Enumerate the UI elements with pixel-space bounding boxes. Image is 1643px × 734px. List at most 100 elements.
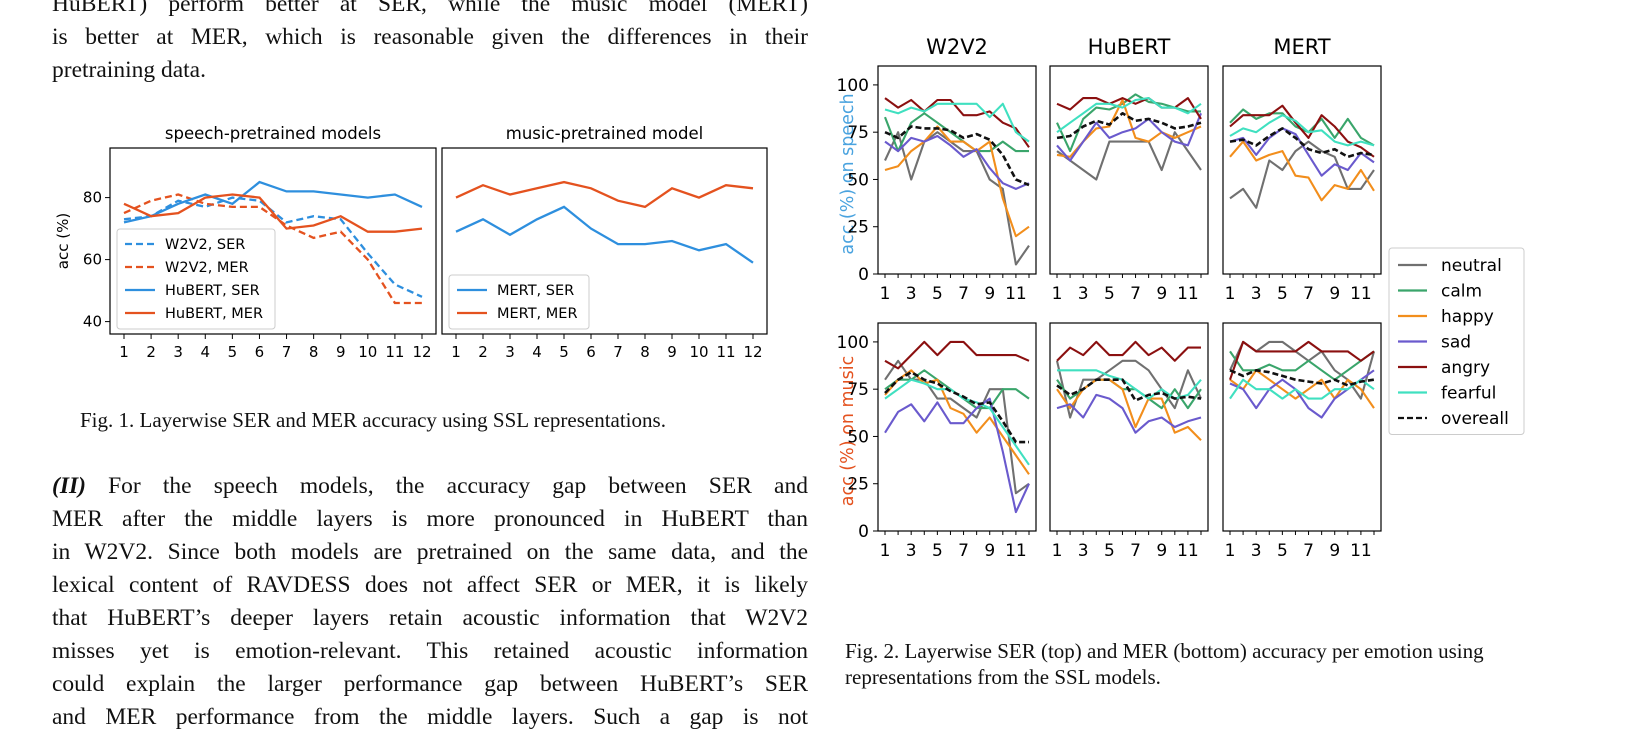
figure-1-x-tick-label: 5 — [228, 343, 238, 361]
figure-2-series-happy — [884, 369, 1030, 475]
figure-2-x-tick-label: 1 — [1225, 541, 1236, 561]
figure-2-y-tick-label: 25 — [847, 475, 869, 495]
body-line-6: misses yet is emotion-relevant. This ret… — [52, 638, 808, 664]
figure-2-series-overeall — [1056, 378, 1202, 402]
figure-2-x-tick-label: 7 — [958, 284, 969, 304]
body-line-1: (II) For the speech models, the accuracy… — [52, 470, 808, 503]
figure-1-x-tick-label: 8 — [640, 343, 650, 361]
body-line-7: could explain the larger performance gap… — [52, 671, 808, 697]
figure-2-x-tick-label: 1 — [1052, 541, 1063, 561]
figure-1-x-tick-label: 3 — [173, 343, 183, 361]
figure-2-series-angry — [1229, 104, 1375, 158]
figure-1-x-tick-label: 9 — [667, 343, 677, 361]
figure-2-series-happy — [884, 125, 1030, 238]
figure-2-x-tick-label: 1 — [880, 284, 891, 304]
figure-2-x-tick-label: 11 — [1005, 284, 1027, 304]
figure-2-x-tick-label: 9 — [1329, 541, 1340, 561]
figure-1-legend-label: W2V2, MER — [165, 260, 249, 276]
figure-2-column-title: W2V2 — [926, 35, 988, 59]
figure-2-x-tick-label: 7 — [958, 541, 969, 561]
intro-line-2: is better at MER, which is reasonable gi… — [52, 24, 808, 50]
figure-2-x-tick-label: 3 — [906, 284, 917, 304]
figure-2-series-angry — [1056, 340, 1201, 362]
figure-2-series-sad — [884, 397, 1030, 514]
figure-1-x-tick-label: 1 — [451, 343, 461, 361]
figure-1-panel-title: music-pretrained model — [506, 124, 703, 143]
body-line-5: that HuBERT’s deeper layers retain acous… — [52, 605, 808, 631]
figure-2-series-neutral — [1056, 131, 1202, 181]
figure-2-series-overeall — [1229, 127, 1375, 159]
figure-2-series-angry — [884, 97, 1030, 148]
body-line-2: MER after the middle layers is more pron… — [52, 506, 808, 532]
figure-1-legend-label: MERT, MER — [497, 306, 578, 322]
figure-1-series-hubert-mer — [123, 193, 423, 233]
figure-2-legend-label: happy — [1441, 307, 1494, 327]
body-lead: (II) — [52, 473, 86, 499]
figure-1-x-tick-label: 11 — [385, 343, 404, 361]
figure-1-x-tick-label: 5 — [559, 343, 569, 361]
figure-2-x-tick-label: 11 — [1177, 284, 1199, 304]
figure-2-x-tick-label: 11 — [1005, 541, 1027, 561]
figure-2-x-tick-label: 5 — [1277, 541, 1288, 561]
figure-2-series-fearful — [1056, 97, 1202, 134]
figure-2-series-happy — [1229, 140, 1375, 202]
figure-1-x-tick-label: 2 — [478, 343, 488, 361]
figure-2-legend-label: sad — [1441, 333, 1471, 353]
figure-1-series-hubert-ser — [123, 180, 423, 224]
figure-2-x-tick-label: 7 — [1130, 541, 1141, 561]
figure-2-x-tick-label: 9 — [1329, 284, 1340, 304]
figure-1-legend-label: W2V2, SER — [165, 237, 245, 253]
figure-2-legend-box — [1388, 247, 1525, 435]
figure-2-series-neutral — [1055, 359, 1202, 419]
figure-1-x-tick-label: 6 — [255, 343, 265, 361]
figure-2-x-tick-label: 9 — [1156, 541, 1167, 561]
figure-2-chart: W2V2 HuBERT MERT acc (%) on speech acc (%) o… — [837, 35, 1525, 561]
figure-2-series-sad — [1056, 112, 1202, 162]
figure-1-x-tick-label: 4 — [200, 343, 210, 361]
figure-1-x-tick-label: 10 — [689, 343, 708, 361]
figure-2-legend-label: angry — [1441, 358, 1490, 378]
figure-1-legend-box — [116, 228, 276, 330]
figure-1-legend-label: HuBERT, SER — [165, 283, 260, 299]
figure-2-x-tick-label: 11 — [1350, 541, 1372, 561]
figure-2-legend-label: fearful — [1441, 384, 1496, 404]
figure-2-x-tick-label: 3 — [1078, 541, 1089, 561]
figure-2-series-overeall — [1229, 368, 1375, 387]
figure-2-series-overeall — [1056, 112, 1202, 140]
figure-2-x-tick-label: 7 — [1130, 284, 1141, 304]
figure-2-series-fearful — [884, 102, 1030, 143]
figure-2-x-tick-label: 5 — [932, 284, 943, 304]
figure-2-y-tick-label: 0 — [858, 522, 869, 542]
figure-1-panel-title: speech-pretrained models — [165, 124, 381, 143]
figure-1-y-tick-label: 80 — [83, 189, 102, 207]
figure-1-x-tick-label: 1 — [119, 343, 129, 361]
figure-1-x-tick-label: 4 — [532, 343, 542, 361]
figure-2-y-tick-label: 25 — [847, 218, 869, 238]
figure-2-column-title: HuBERT — [1088, 35, 1171, 59]
figure-1-x-tick-label: 9 — [336, 343, 346, 361]
figure-2-x-tick-label: 5 — [1104, 541, 1115, 561]
figure-2-series-overeall — [884, 370, 1029, 444]
figure-1-series-mert-ser — [455, 205, 754, 264]
figure-2-x-tick-label: 3 — [1251, 541, 1262, 561]
figure-1-x-tick-label: 6 — [586, 343, 596, 361]
figure-1-panel-frame — [441, 147, 768, 335]
figure-2-caption-line-2: representations from the SSL models. — [845, 665, 1161, 689]
figure-2-x-tick-label: 9 — [1156, 284, 1167, 304]
figure-1-y-tick-label: 40 — [83, 313, 102, 331]
figure-2-series-sad — [884, 134, 1030, 190]
figure-2-legend-label: overeall — [1441, 409, 1509, 429]
figure-2-x-tick-label: 1 — [1225, 284, 1236, 304]
figure-2-x-tick-label: 7 — [1303, 284, 1314, 304]
figure-1-legend-box — [448, 274, 590, 330]
figure-2-panel-frame — [877, 65, 1037, 275]
figure-2-x-tick-label: 5 — [1277, 284, 1288, 304]
figure-1-x-tick-label: 7 — [613, 343, 623, 361]
figure-2-x-tick-label: 3 — [1251, 284, 1262, 304]
figure-1-x-tick-label: 12 — [743, 343, 762, 361]
figure-1-y-tick-label: 60 — [83, 251, 102, 269]
figure-2-series-neutral — [1229, 140, 1375, 209]
figure-1-series-w2v2-mer — [123, 193, 422, 305]
figure-1-legend-label: MERT, SER — [497, 283, 574, 299]
